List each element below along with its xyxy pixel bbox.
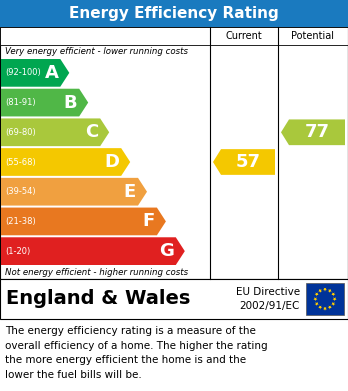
- Polygon shape: [313, 297, 317, 301]
- Polygon shape: [318, 289, 322, 293]
- Bar: [306, 283, 344, 315]
- Polygon shape: [331, 292, 335, 296]
- Polygon shape: [318, 305, 322, 310]
- Text: (81-91): (81-91): [5, 98, 35, 107]
- Text: The energy efficiency rating is a measure of the
overall efficiency of a home. T: The energy efficiency rating is a measur…: [5, 326, 268, 380]
- Polygon shape: [328, 289, 332, 293]
- Polygon shape: [281, 119, 345, 145]
- Bar: [0, 279, 348, 319]
- Text: B: B: [64, 93, 77, 111]
- Polygon shape: [213, 149, 275, 175]
- Text: C: C: [85, 123, 98, 141]
- Text: Current: Current: [226, 31, 262, 41]
- Text: Potential: Potential: [292, 31, 334, 41]
- Text: Very energy efficient - lower running costs: Very energy efficient - lower running co…: [5, 47, 188, 56]
- Text: (1-20): (1-20): [5, 247, 30, 256]
- Polygon shape: [1, 118, 109, 146]
- Bar: [210, 27, 278, 45]
- Text: Not energy efficient - higher running costs: Not energy efficient - higher running co…: [5, 268, 188, 277]
- Polygon shape: [1, 59, 69, 87]
- Polygon shape: [331, 302, 335, 306]
- Bar: [278, 27, 348, 45]
- Text: EU Directive
2002/91/EC: EU Directive 2002/91/EC: [236, 287, 300, 310]
- Polygon shape: [315, 302, 319, 306]
- Polygon shape: [323, 288, 327, 292]
- Text: (39-54): (39-54): [5, 187, 35, 196]
- Polygon shape: [1, 178, 147, 206]
- Text: A: A: [45, 64, 58, 82]
- Text: Energy Efficiency Rating: Energy Efficiency Rating: [69, 6, 279, 21]
- Text: (69-80): (69-80): [5, 128, 36, 137]
- Polygon shape: [315, 292, 319, 296]
- Text: (55-68): (55-68): [5, 158, 36, 167]
- Text: G: G: [159, 242, 174, 260]
- Polygon shape: [328, 305, 332, 310]
- Polygon shape: [332, 297, 337, 301]
- Text: 57: 57: [236, 153, 261, 171]
- Text: E: E: [124, 183, 136, 201]
- Text: (92-100): (92-100): [5, 68, 41, 77]
- Bar: [0, 27, 210, 45]
- Text: (21-38): (21-38): [5, 217, 36, 226]
- Bar: [0, 27, 348, 279]
- Text: 77: 77: [304, 123, 330, 141]
- Polygon shape: [1, 208, 166, 235]
- Text: England & Wales: England & Wales: [6, 289, 190, 308]
- Text: F: F: [143, 212, 155, 230]
- Bar: [0, 0, 348, 27]
- Polygon shape: [323, 307, 327, 311]
- Text: D: D: [104, 153, 119, 171]
- Polygon shape: [1, 237, 185, 265]
- Polygon shape: [1, 148, 130, 176]
- Polygon shape: [1, 89, 88, 117]
